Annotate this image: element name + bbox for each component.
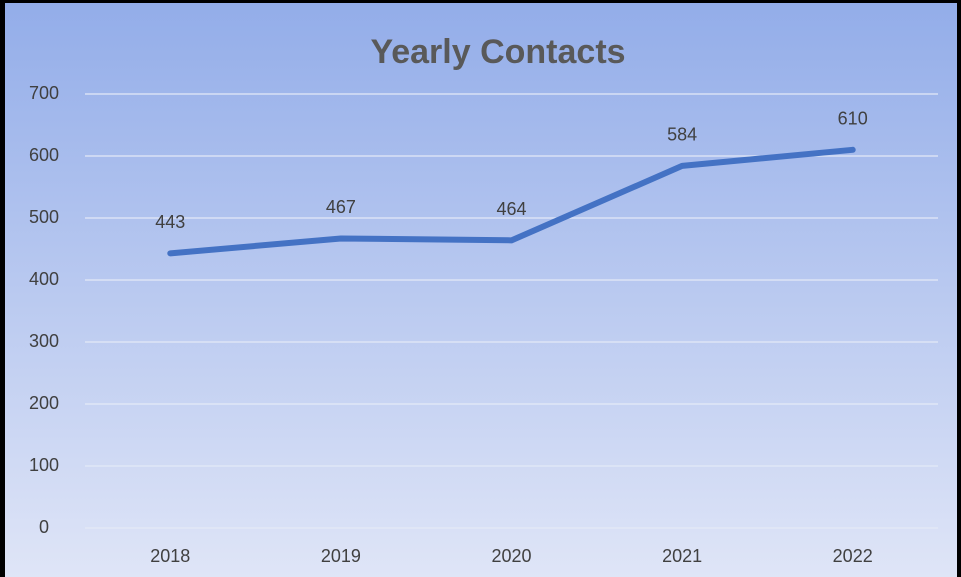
- y-tick-label: 100: [29, 455, 59, 475]
- x-tick-label: 2020: [491, 546, 531, 566]
- data-label: 467: [326, 197, 356, 217]
- chart-title: Yearly Contacts: [370, 33, 625, 71]
- y-tick-label: 0: [39, 517, 49, 537]
- y-tick-label: 700: [29, 83, 59, 103]
- line-series: [167, 146, 856, 257]
- y-tick-label: 300: [29, 331, 59, 351]
- data-label: 610: [838, 109, 868, 129]
- y-tick-label: 400: [29, 269, 59, 289]
- x-tick-label: 2021: [662, 546, 702, 566]
- x-tick-label: 2022: [833, 546, 873, 566]
- data-label: 443: [155, 212, 185, 232]
- plot-area: 0 100 200 300 400 500 600 700 2018 2019 2020 2021 20…: [29, 83, 938, 566]
- data-label: 464: [496, 199, 526, 219]
- y-tick-label: 600: [29, 145, 59, 165]
- background: [5, 3, 957, 577]
- y-tick-label: 200: [29, 393, 59, 413]
- x-tick-label: 2019: [321, 546, 361, 566]
- y-tick-label: 500: [29, 207, 59, 227]
- data-label: 584: [667, 125, 697, 145]
- x-tick-label: 2018: [150, 546, 190, 566]
